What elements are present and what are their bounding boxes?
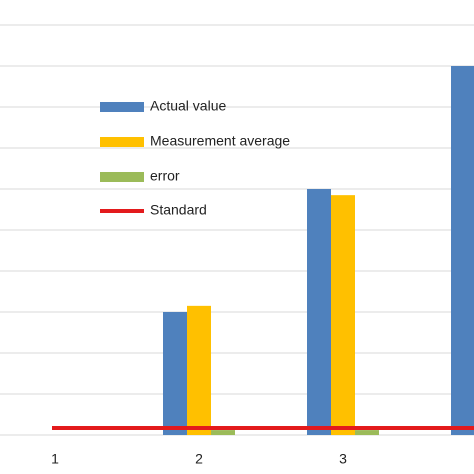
- x-tick-label: 3: [339, 451, 347, 467]
- legend-label: error: [150, 168, 180, 184]
- legend-label: Actual value: [150, 98, 226, 114]
- x-tick-label: 2: [195, 451, 203, 467]
- legend-label: Measurement average: [150, 133, 290, 149]
- x-tick-label: 1: [51, 451, 59, 467]
- legend-swatch: [100, 172, 144, 182]
- bar: [163, 312, 187, 435]
- legend-label: Standard: [150, 202, 207, 218]
- bar: [211, 430, 235, 435]
- bar: [331, 195, 355, 435]
- bar: [307, 189, 331, 435]
- legend-swatch: [100, 137, 144, 147]
- bar: [187, 305, 211, 435]
- bar: [355, 430, 379, 435]
- legend-swatch: [100, 102, 144, 112]
- bar: [451, 66, 474, 435]
